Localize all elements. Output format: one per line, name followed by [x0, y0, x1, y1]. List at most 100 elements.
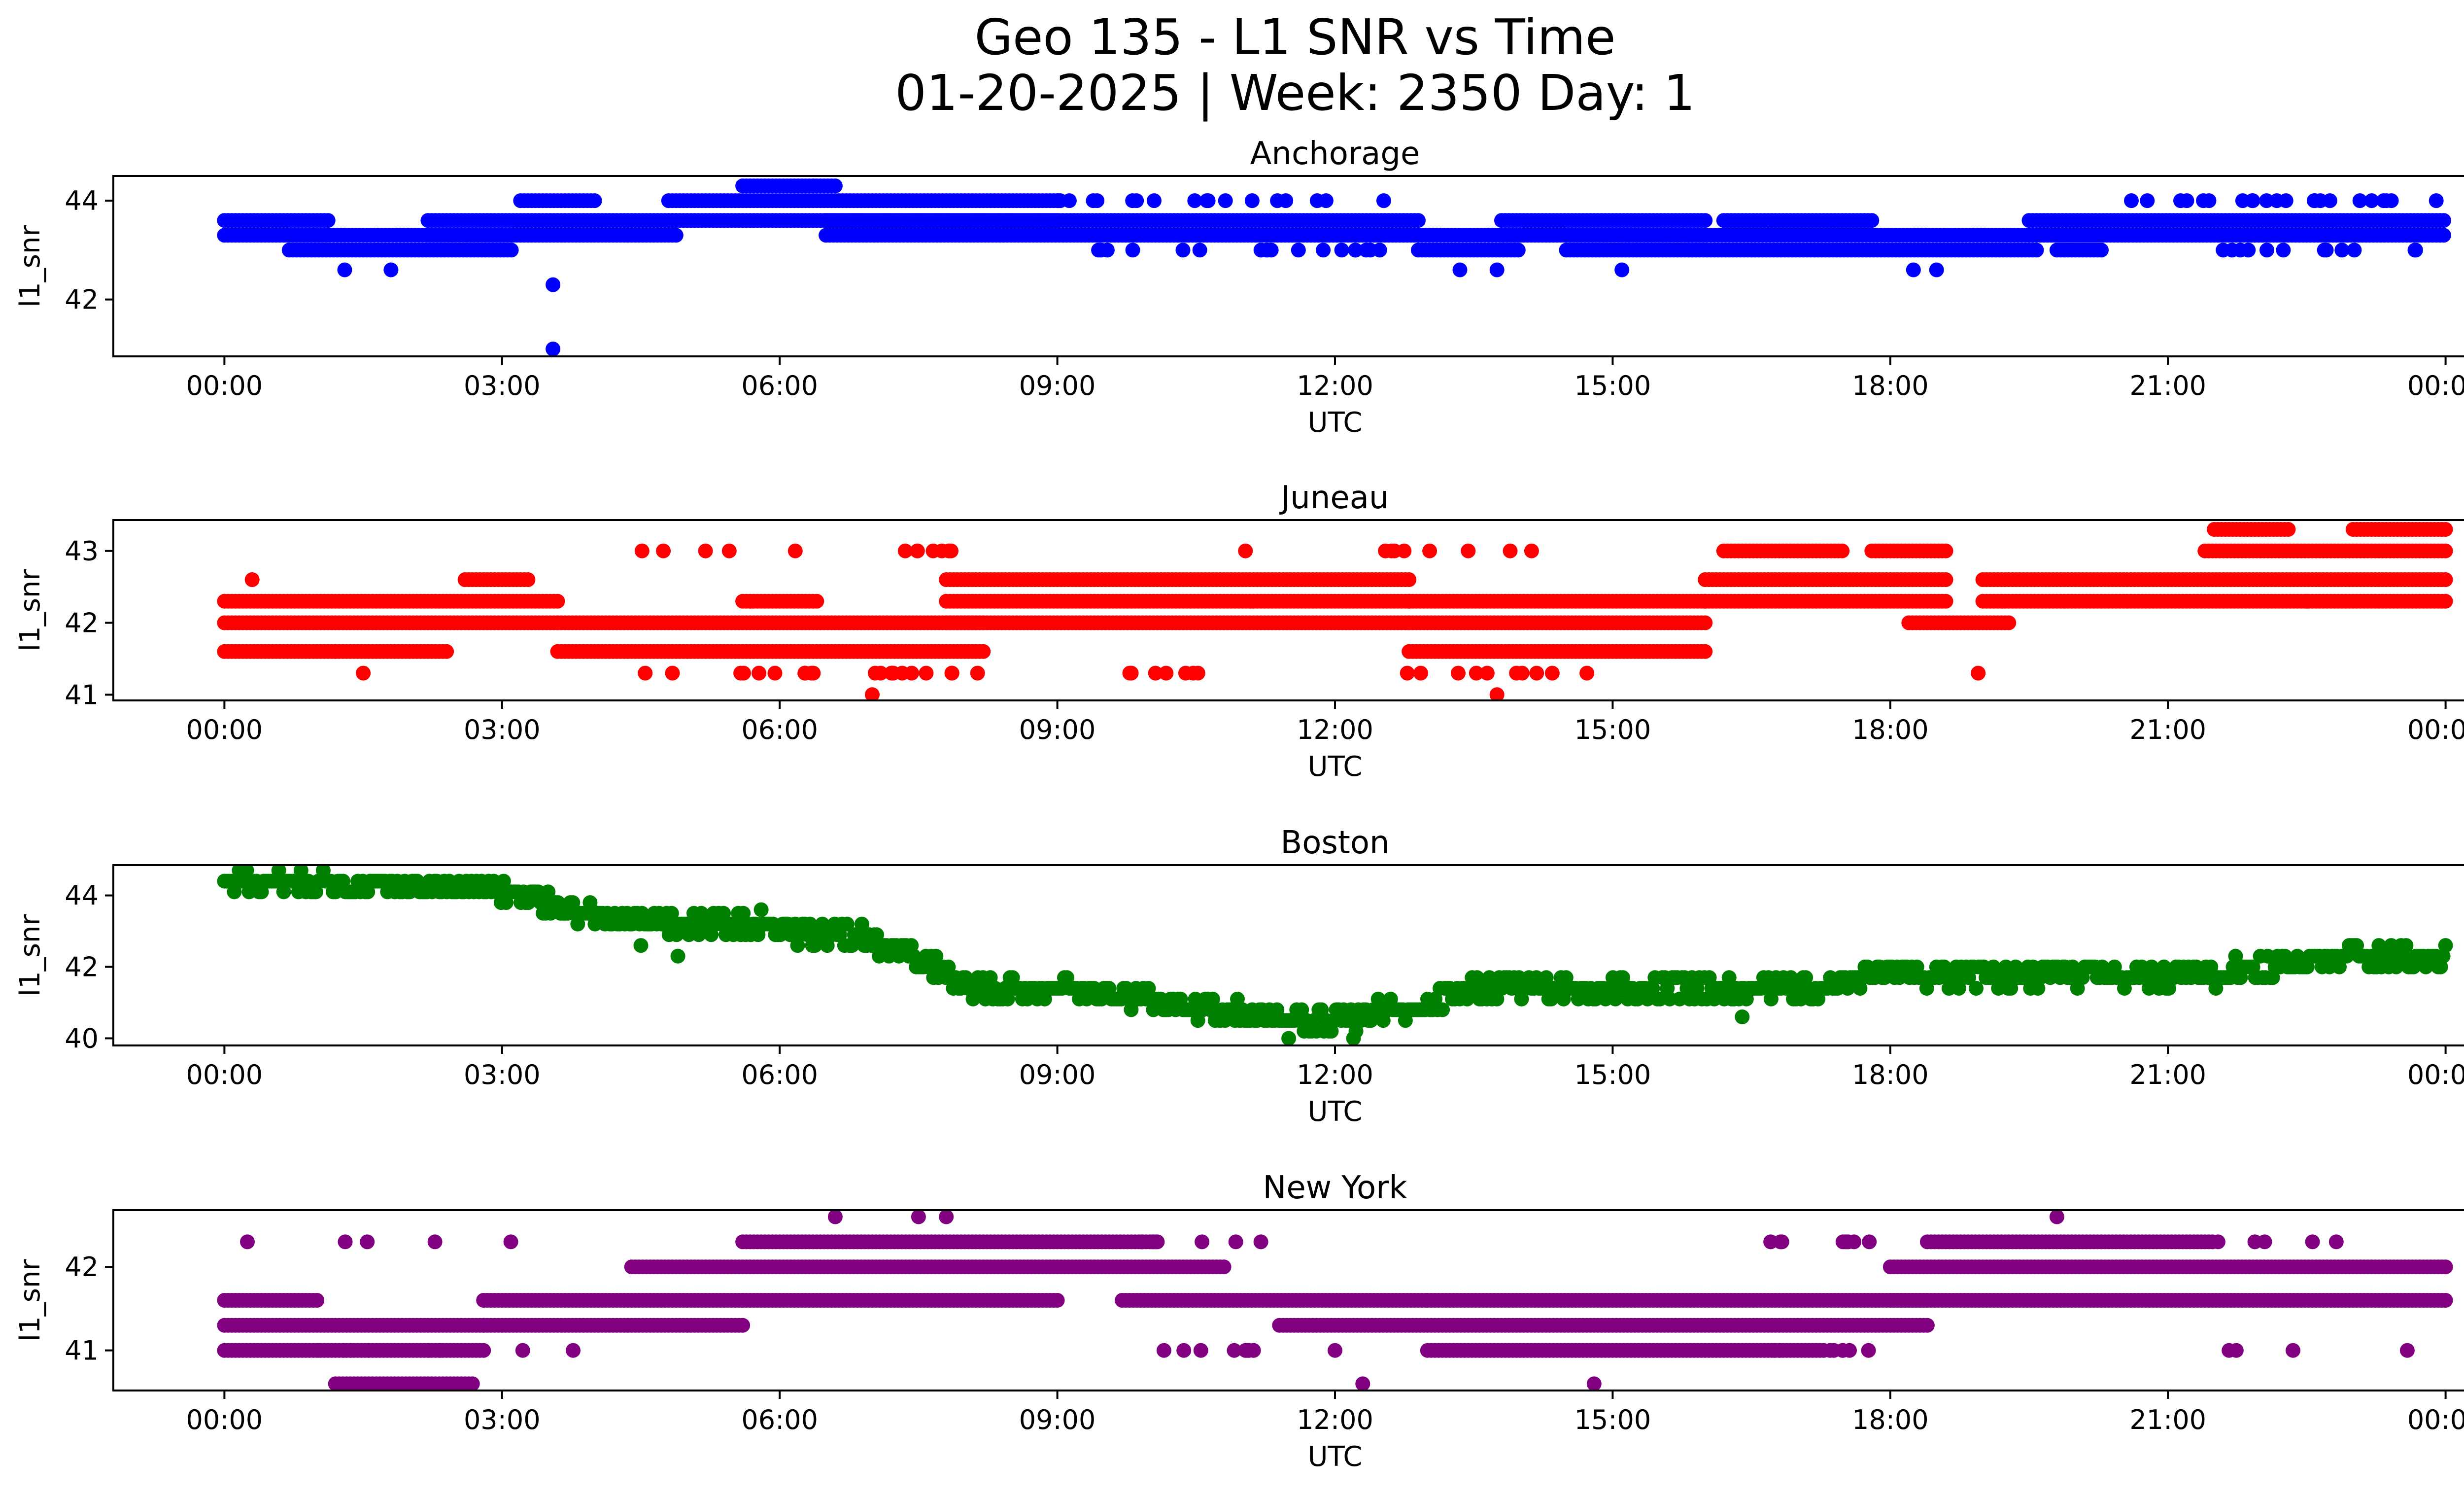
- data-point: [1461, 543, 1476, 558]
- data-point: [668, 228, 684, 243]
- data-point: [2173, 193, 2188, 209]
- data-point: [1050, 193, 1065, 209]
- subplot-title: Boston: [1280, 825, 1389, 861]
- y-tick-label: 41: [65, 679, 99, 710]
- x-tick-label: 09:00: [1019, 370, 1096, 401]
- data-point: [2438, 572, 2453, 587]
- data-point: [1544, 665, 1560, 681]
- data-point: [1509, 665, 1524, 681]
- data-point: [1159, 665, 1174, 681]
- data-point: [767, 665, 783, 681]
- data-point: [337, 262, 352, 278]
- data-point: [1451, 665, 1466, 681]
- data-point: [1938, 543, 1953, 558]
- data-point: [736, 665, 751, 681]
- x-tick-label: 03:00: [464, 714, 541, 745]
- data-point: [976, 644, 991, 659]
- data-point: [2379, 193, 2394, 209]
- data-point: [2347, 243, 2362, 258]
- data-point: [1422, 543, 1437, 558]
- data-point: [1061, 193, 1077, 209]
- data-point: [2124, 193, 2139, 209]
- data-point: [670, 948, 685, 964]
- data-point: [465, 1376, 480, 1391]
- data-point: [638, 665, 653, 681]
- y-tick-label: 42: [65, 284, 99, 315]
- data-point: [1529, 665, 1544, 681]
- data-point: [1216, 1259, 1232, 1275]
- data-point: [520, 572, 536, 587]
- data-point: [919, 665, 934, 681]
- data-point: [1363, 243, 1378, 258]
- data-point: [1192, 243, 1207, 258]
- data-point: [1469, 665, 1484, 681]
- y-tick-label: 43: [65, 536, 99, 567]
- data-point: [2429, 193, 2444, 209]
- data-point: [1400, 665, 1415, 681]
- data-point: [941, 543, 957, 558]
- data-point: [356, 665, 371, 681]
- data-point: [634, 543, 650, 558]
- data-point: [1698, 213, 1713, 228]
- x-tick-label: 15:00: [1574, 714, 1651, 745]
- data-point: [865, 687, 880, 700]
- data-point: [2140, 193, 2155, 209]
- x-tick-label: 18:00: [1852, 370, 1929, 401]
- y-tick-label: 42: [65, 952, 99, 983]
- x-tick-label: 00:00: [2407, 370, 2464, 401]
- data-point: [1929, 262, 1944, 278]
- x-tick-label: 12:00: [1297, 370, 1373, 401]
- x-tick-label: 15:00: [1574, 1059, 1651, 1090]
- data-point: [1489, 687, 1505, 700]
- data-point: [897, 543, 913, 558]
- data-point: [2259, 193, 2274, 209]
- scatter-points: [217, 1210, 2453, 1391]
- y-tick-label: 42: [65, 608, 99, 639]
- x-tick-label: 09:00: [1019, 714, 1096, 745]
- scatter-points: [217, 522, 2453, 700]
- y-axis-label: l1_snr: [14, 569, 46, 652]
- data-point: [904, 665, 920, 681]
- data-point: [1129, 193, 1144, 209]
- x-tick-label: 18:00: [1852, 1059, 1929, 1090]
- x-tick-label: 03:00: [464, 1059, 541, 1090]
- data-point: [1938, 593, 1953, 609]
- scatter-points: [217, 865, 2453, 1045]
- data-point: [925, 543, 941, 558]
- data-point: [1470, 970, 1485, 985]
- data-point: [721, 543, 737, 558]
- x-axis-label: UTC: [1307, 751, 1362, 783]
- data-point: [1402, 572, 1417, 587]
- data-point: [1698, 615, 1713, 630]
- x-tick-label: 03:00: [464, 370, 541, 401]
- data-point: [2408, 243, 2423, 258]
- subplot-title: Anchorage: [1250, 136, 1420, 172]
- data-point: [1698, 644, 1713, 659]
- data-point: [1244, 193, 1260, 209]
- data-point: [1346, 1031, 1361, 1045]
- data-point: [1906, 262, 1921, 278]
- data-point: [1218, 193, 1233, 209]
- data-point: [1938, 572, 1953, 587]
- data-point: [1864, 213, 1880, 228]
- data-point: [809, 593, 824, 609]
- y-axis-label: l1_snr: [14, 225, 46, 308]
- data-point: [868, 665, 883, 681]
- x-tick-label: 00:00: [186, 370, 263, 401]
- subplot-grid: Anchorage 00:00 03:00 06:00 09:00 12:00 15:00 1…: [14, 136, 2464, 1473]
- subplot-title: Juneau: [1279, 480, 1389, 516]
- data-point: [587, 193, 602, 209]
- data-point: [1238, 543, 1253, 558]
- x-tick-label: 12:00: [1297, 1059, 1373, 1090]
- data-point: [2276, 243, 2291, 258]
- x-tick-label: 06:00: [741, 370, 818, 401]
- data-point: [1175, 243, 1191, 258]
- data-point: [1147, 193, 1162, 209]
- data-point: [1348, 243, 1363, 258]
- data-point: [1524, 543, 1539, 558]
- data-point: [752, 665, 767, 681]
- data-point: [698, 543, 713, 558]
- y-tick-label: 44: [65, 185, 99, 216]
- data-point: [2438, 522, 2453, 537]
